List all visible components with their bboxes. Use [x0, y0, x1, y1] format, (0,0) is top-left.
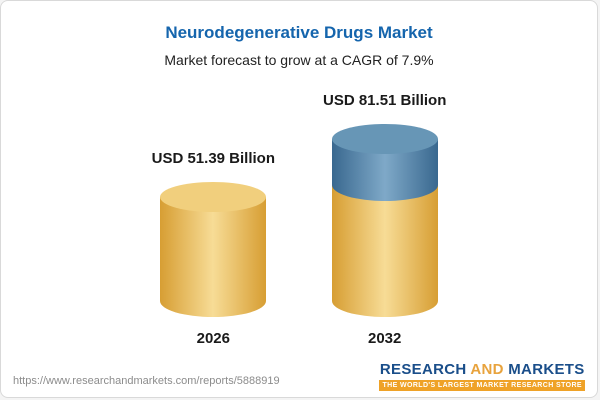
chart-title: Neurodegenerative Drugs Market — [165, 23, 433, 42]
company-logo: RESEARCH AND MARKETS THE WORLD'S LARGEST… — [379, 361, 585, 391]
cylinder-bar-2032 — [331, 124, 438, 317]
logo-word-and: AND — [470, 361, 504, 378]
bar-value-label-2032: USD 81.51 Billion — [323, 92, 447, 109]
chart-subtitle: Market forecast to grow at a CAGR of 7.9… — [164, 52, 434, 68]
cylinder-bar-2026 — [160, 182, 267, 317]
company-logo-name: RESEARCH AND MARKETS — [379, 361, 585, 378]
bar-value-label-2026: USD 51.39 Billion — [151, 150, 275, 167]
report-url-link[interactable]: https://www.researchandmarkets.com/repor… — [13, 375, 280, 387]
axis-label-2032: 2032 — [368, 330, 402, 347]
company-logo-tagline: THE WORLD'S LARGEST MARKET RESEARCH STOR… — [379, 380, 585, 391]
growth-segment-2032 — [331, 139, 438, 201]
axis-label-2026: 2026 — [196, 330, 230, 347]
cylinder-bar-chart: USD 51.39 Billion 2026 USD 81.51 Billion… — [1, 92, 597, 347]
logo-word-markets: MARKETS — [508, 361, 585, 378]
footer: https://www.researchandmarkets.com/repor… — [1, 353, 597, 397]
bar-group-2026: USD 51.39 Billion 2026 — [152, 150, 275, 347]
logo-word-research: RESEARCH — [379, 361, 467, 378]
bar-group-2032: USD 81.51 Billion 2032 — [323, 92, 446, 347]
